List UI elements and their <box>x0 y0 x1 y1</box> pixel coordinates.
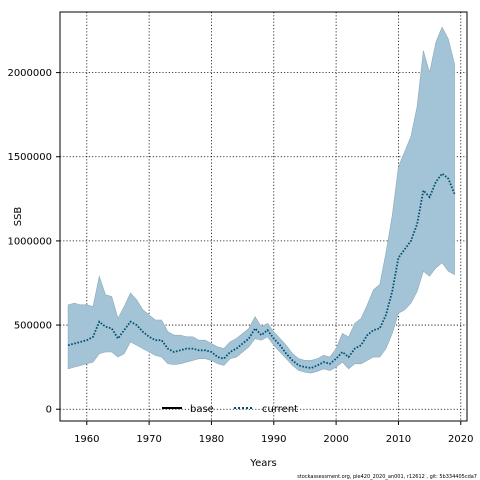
x-axis-label: Years <box>249 458 276 469</box>
x-tick-label: 1960 <box>74 434 99 445</box>
y-axis: 0 500000 1000000 1500000 2000000 <box>7 68 60 416</box>
y-tick-label: 2000000 <box>7 68 52 79</box>
y-tick-label: 500000 <box>14 321 52 332</box>
plot-frame <box>59 11 468 422</box>
confidence-band <box>67 26 455 374</box>
x-tick-label: 2000 <box>323 434 348 445</box>
y-tick-label: 1500000 <box>7 152 52 163</box>
x-tick-label: 2020 <box>448 434 473 445</box>
grid-lines <box>60 12 467 421</box>
legend: base current <box>162 404 298 415</box>
x-tick-label: 2010 <box>386 434 411 445</box>
y-tick-label: 0 <box>46 405 52 416</box>
y-axis-label: SSB <box>13 207 24 227</box>
legend-label-current: current <box>262 404 298 415</box>
x-tick-label: 1980 <box>199 434 224 445</box>
y-tick-label: 1000000 <box>7 236 52 247</box>
x-tick-label: 1970 <box>136 434 161 445</box>
legend-label-base: base <box>190 404 214 415</box>
footnote: stockassessment.org, ple420_2020_an001, … <box>297 474 477 480</box>
x-tick-label: 1990 <box>261 434 286 445</box>
x-axis: 1960 1970 1980 1990 2000 2010 2020 <box>74 421 473 445</box>
series-line-current <box>67 172 456 369</box>
